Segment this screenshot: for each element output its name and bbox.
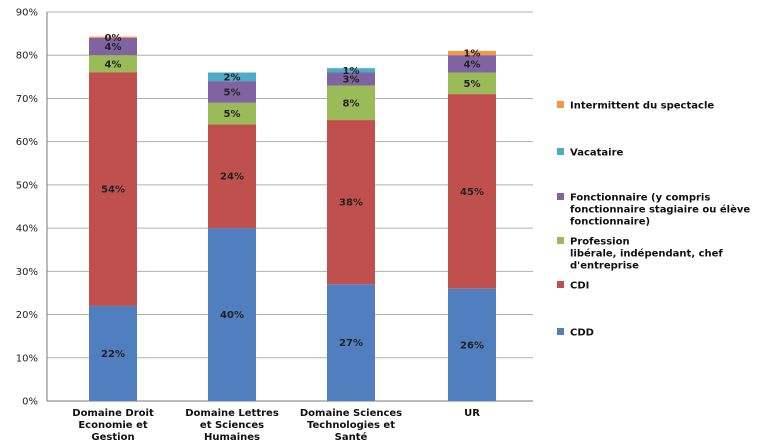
- data-label: 3%: [343, 74, 360, 85]
- data-label: 0%: [105, 33, 122, 44]
- bar-segment: [448, 94, 496, 289]
- legend-label: Fonctionnaire (y compris: [570, 193, 710, 204]
- legend-label: CDI: [570, 281, 589, 292]
- data-label: 26%: [460, 340, 484, 351]
- y-axis-ticks: 0% 10% 20% 30% 40% 50% 60% 70% 80% 90%: [16, 8, 38, 408]
- legend-swatch: [557, 148, 564, 155]
- data-label: 38%: [339, 198, 363, 209]
- legend-swatch: [557, 328, 564, 335]
- y-tick-label: 10%: [16, 353, 38, 364]
- bar-segment: [448, 288, 496, 401]
- category-label: Santé: [335, 431, 368, 443]
- bar-segment: [327, 72, 375, 86]
- bar-segment: [327, 68, 375, 73]
- bar-segment: [208, 228, 256, 401]
- bar-segment: [448, 50, 496, 56]
- category-label: Domaine Lettres: [185, 408, 279, 419]
- data-label: 1%: [464, 49, 481, 60]
- category-label: Domaine Droit: [72, 408, 154, 419]
- y-tick-label: 50%: [16, 180, 38, 191]
- data-label: 22%: [101, 349, 125, 360]
- bar-segment: [327, 120, 375, 285]
- data-label: 4%: [464, 59, 481, 70]
- legend-label: Vacataire: [570, 148, 624, 159]
- category-label: UR: [464, 408, 480, 419]
- legend-swatch: [557, 193, 564, 200]
- category-label: Domaine Sciences: [300, 408, 402, 419]
- bar-segment: [208, 124, 256, 229]
- data-label: 45%: [460, 187, 484, 198]
- bars: [89, 36, 496, 401]
- category-label: Humaines: [204, 432, 260, 443]
- category-label: Technologies et: [307, 420, 395, 431]
- legend: Intermittent du spectacle Vacataire Foncti…: [557, 101, 750, 339]
- category-label: et Sciences: [200, 420, 264, 431]
- data-label: 24%: [220, 172, 244, 183]
- category-label: Economie et: [78, 420, 148, 431]
- y-tick-label: 20%: [16, 310, 38, 321]
- bar-segment: [89, 305, 137, 401]
- y-tick-label: 80%: [16, 51, 38, 62]
- data-labels: 22%54%4%4%0%40%24%5%5%2%27%38%8%3%1%26%4…: [101, 33, 484, 360]
- bar-segment: [208, 72, 256, 82]
- data-label: 2%: [224, 72, 241, 83]
- data-label: 8%: [343, 98, 360, 109]
- legend-swatch: [557, 237, 564, 244]
- legend-swatch: [557, 101, 564, 108]
- data-label: 54%: [101, 185, 125, 196]
- y-tick-label: 90%: [16, 8, 38, 19]
- bar-segment: [448, 55, 496, 73]
- data-label: 5%: [224, 109, 241, 120]
- data-label: 4%: [105, 59, 122, 70]
- data-label: 4%: [105, 42, 122, 53]
- legend-label: libérale, indépendant, chef: [570, 248, 723, 260]
- y-tick-label: 70%: [16, 94, 38, 105]
- y-tick-label: 60%: [16, 137, 38, 148]
- legend-label: Intermittent du spectacle: [570, 101, 714, 112]
- data-label: 40%: [220, 310, 244, 321]
- bar-segment: [327, 284, 375, 401]
- legend-label: d'entreprise: [570, 261, 639, 272]
- bar-segment: [89, 36, 137, 38]
- data-label: 5%: [224, 87, 241, 98]
- bar-segment: [208, 81, 256, 103]
- data-label: 5%: [464, 79, 481, 90]
- bar-segment: [448, 72, 496, 95]
- bar-segment: [89, 37, 137, 56]
- legend-label: Profession: [570, 237, 630, 248]
- y-tick-label: 30%: [16, 267, 38, 278]
- bar-segment: [89, 55, 137, 73]
- legend-label: fonctionnaire stagiaire ou élève: [570, 204, 750, 216]
- y-tick-label: 40%: [16, 224, 38, 235]
- bar-segment: [327, 85, 375, 121]
- category-label: Gestion: [91, 432, 134, 443]
- bar-segment: [208, 102, 256, 125]
- bar-segment: [89, 72, 137, 306]
- data-label: 1%: [343, 66, 360, 77]
- legend-label: CDD: [570, 328, 594, 339]
- data-label: 27%: [339, 338, 363, 349]
- legend-label: fonctionnaire): [570, 217, 650, 228]
- y-tick-label: 0%: [22, 397, 38, 408]
- legend-swatch: [557, 281, 564, 288]
